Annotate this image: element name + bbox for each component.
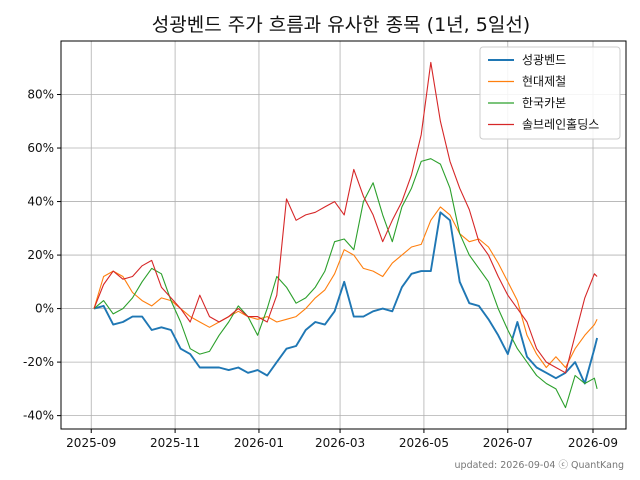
x-tick-label: 2026-05 — [399, 436, 449, 450]
x-tick-label: 2026-03 — [315, 436, 365, 450]
legend-label: 성광벤드 — [522, 53, 566, 67]
y-tick-label: 0% — [35, 302, 54, 316]
y-tick-label: 60% — [27, 141, 54, 155]
plot-area-frame — [60, 40, 627, 430]
legend-box — [479, 46, 621, 140]
x-tick-label: 2025-11 — [150, 436, 200, 450]
x-tick-label: 2025-09 — [66, 436, 116, 450]
legend-label: 솔브레인홀딩스 — [522, 118, 599, 132]
series-line-3 — [93, 158, 598, 409]
x-tick-label: 2026-07 — [483, 436, 533, 450]
legend-label: 현대제철 — [522, 75, 566, 89]
chart-footer: updated: 2026-09-04 ⓒ QuantKang — [455, 460, 624, 471]
y-tick-label: 20% — [27, 248, 54, 262]
series-line-1 — [93, 211, 599, 385]
x-tick-label: 2026-01 — [234, 436, 284, 450]
legend-label: 한국카본 — [522, 96, 566, 110]
x-axis: 2025-09 2025-11 2026-01 2026-03 2026-05 2026-… — [66, 429, 618, 450]
y-axis: -40% -20% 0% 20% 40% 60% 80% — [23, 88, 61, 423]
plot-lines — [93, 61, 599, 409]
y-tick-label: 80% — [27, 88, 54, 102]
y-tick-label: -20% — [23, 355, 54, 369]
y-tick-label: -40% — [23, 409, 54, 423]
y-tick-label: 40% — [27, 195, 54, 209]
series-line-4 — [93, 61, 598, 374]
chart-title: 성광벤드 주가 흐름과 유사한 종목 (1년, 5일선) — [152, 14, 530, 36]
x-tick-label: 2026-09 — [568, 436, 618, 450]
